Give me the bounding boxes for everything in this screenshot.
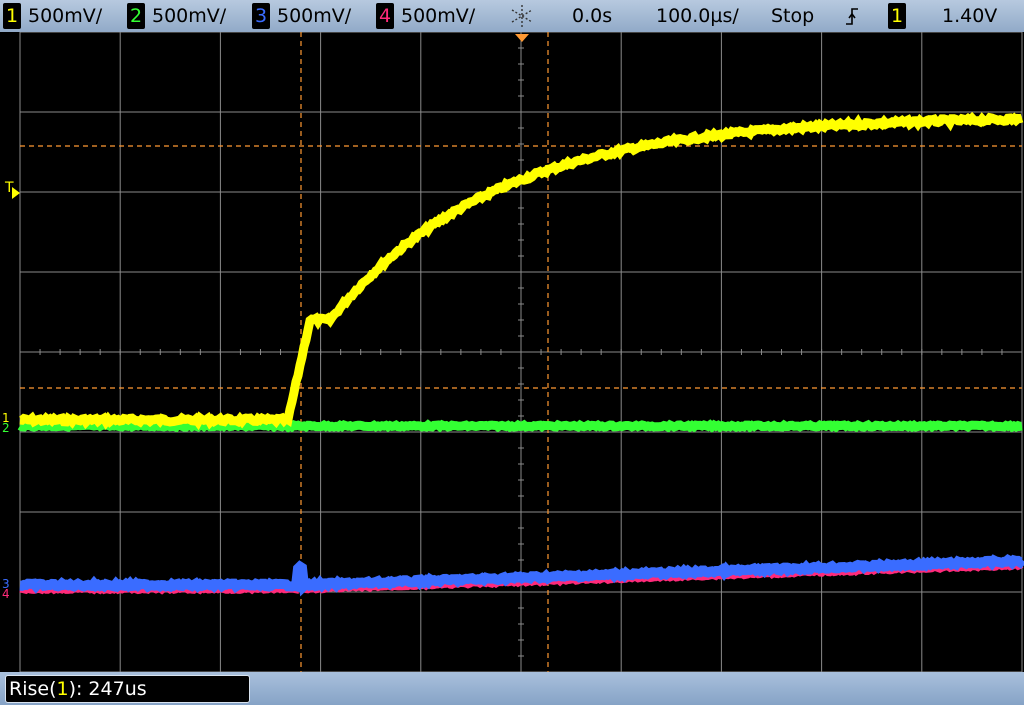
snowflake-icon[interactable] bbox=[509, 4, 535, 28]
channel-3-badge[interactable]: 3 bbox=[252, 3, 270, 29]
measurement-value: ): 247us bbox=[68, 678, 147, 700]
trigger-level-arrow bbox=[12, 187, 20, 199]
graticule: T 1 2 3 4 bbox=[2, 32, 1024, 672]
trigger-position-marker[interactable] bbox=[515, 34, 529, 42]
trigger-level[interactable]: 1.40V bbox=[942, 5, 998, 27]
channel-4-scale: 500mV/ bbox=[401, 5, 476, 27]
waveform-display[interactable]: T 1 2 3 4 bbox=[0, 32, 1024, 672]
measurement-bar: Rise(1): 247us bbox=[0, 672, 1024, 705]
measurement-name: Rise( bbox=[9, 678, 57, 700]
channel-3-ground-marker[interactable]: 3 bbox=[2, 577, 10, 591]
channel-2-ground-marker[interactable]: 2 bbox=[2, 421, 10, 435]
rise-time-measurement[interactable]: Rise(1): 247us bbox=[5, 675, 250, 703]
time-delay[interactable]: 0.0s bbox=[572, 5, 613, 27]
run-state[interactable]: Stop bbox=[771, 5, 815, 27]
status-bar: 1 500mV/ 2 500mV/ 3 500mV/ 4 500mV/ 0.0s… bbox=[0, 0, 1024, 32]
time-scale[interactable]: 100.0µs/ bbox=[656, 5, 739, 27]
channel-2-badge[interactable]: 2 bbox=[127, 3, 145, 29]
channel-3-trace bbox=[19, 553, 1024, 597]
trigger-level-marker[interactable]: T bbox=[4, 180, 14, 196]
channel-1-badge[interactable]: 1 bbox=[3, 3, 21, 29]
measurement-source: 1 bbox=[56, 678, 69, 700]
channel-1-scale: 500mV/ bbox=[28, 5, 103, 27]
channel-1-trace bbox=[19, 111, 1024, 431]
channel-1-ground-marker[interactable]: 1 bbox=[2, 411, 10, 425]
channel-3-scale: 500mV/ bbox=[277, 5, 352, 27]
channel-4-badge[interactable]: 4 bbox=[376, 3, 394, 29]
trigger-source-badge[interactable]: 1 bbox=[888, 3, 906, 29]
channel-4-ground-marker[interactable]: 4 bbox=[2, 587, 10, 601]
channel-2-trace bbox=[17, 419, 1023, 433]
rising-edge-icon[interactable] bbox=[844, 6, 860, 26]
grid-lines bbox=[19, 32, 1023, 672]
channel-2-scale: 500mV/ bbox=[152, 5, 227, 27]
